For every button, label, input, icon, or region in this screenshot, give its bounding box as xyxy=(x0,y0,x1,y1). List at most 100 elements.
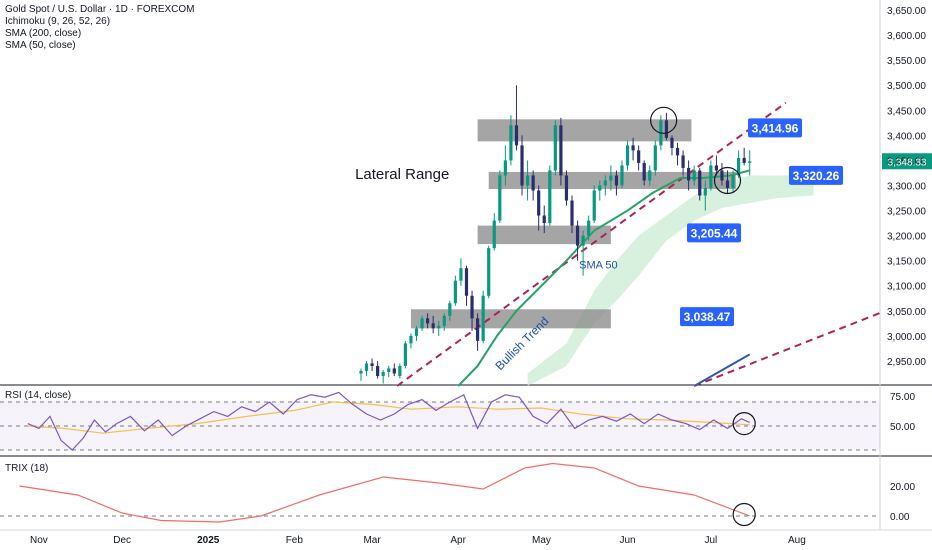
candle xyxy=(520,135,524,196)
price-label-box-1 xyxy=(748,118,802,138)
candle xyxy=(681,150,685,176)
candle xyxy=(426,313,430,329)
candle-body xyxy=(520,145,524,186)
candle-body xyxy=(414,328,419,336)
candle-body xyxy=(381,371,385,376)
y-tick-label: 3,300.00 xyxy=(887,181,926,192)
x-tick-label: Apr xyxy=(450,535,466,546)
candle-body xyxy=(492,220,496,249)
candle xyxy=(720,162,724,186)
candle-body xyxy=(614,175,619,186)
candle xyxy=(703,180,707,211)
candle-body xyxy=(709,165,713,188)
candle-body xyxy=(559,125,563,176)
price-label-4: 3,038.47 xyxy=(684,310,731,324)
candle xyxy=(564,170,569,206)
candle xyxy=(475,313,480,351)
candle-body xyxy=(664,120,669,138)
candle-body xyxy=(681,155,685,168)
candle xyxy=(392,363,396,376)
candle xyxy=(437,320,441,336)
candle-body xyxy=(437,325,441,329)
candle xyxy=(575,220,580,261)
highlight-circle-2 xyxy=(713,166,742,195)
candle-body xyxy=(420,318,424,329)
candle xyxy=(381,369,385,384)
candle xyxy=(631,137,635,161)
candle-body xyxy=(364,363,369,371)
candle-body xyxy=(403,343,408,366)
candle xyxy=(653,140,657,176)
trix-panel-label: TRIX (18) xyxy=(5,463,49,474)
candle xyxy=(409,333,413,349)
annotation-sma50: SMA 50 xyxy=(579,260,618,272)
y-tick-label: 3,650.00 xyxy=(887,6,926,17)
candle xyxy=(398,363,402,379)
candle-body xyxy=(370,363,374,366)
candle-body xyxy=(426,318,430,324)
candle xyxy=(537,185,541,231)
legend-ichimoku: Ichimoku (9, 26, 52, 26) xyxy=(5,16,111,27)
candle-body xyxy=(598,185,602,191)
rsi-ma-line xyxy=(27,401,750,434)
rsi-panel-label: RSI (14, close) xyxy=(5,390,72,401)
rsi-y-tick-label: 75.00 xyxy=(890,392,915,403)
candle xyxy=(742,147,746,166)
candle-body xyxy=(359,370,363,374)
trend-line-1 xyxy=(396,101,787,387)
x-tick-label: Mar xyxy=(363,535,381,546)
trix-pane xyxy=(0,462,880,527)
candle-body xyxy=(537,190,541,216)
candle-body xyxy=(503,160,507,176)
candle-body xyxy=(453,280,457,304)
price-label-box-2 xyxy=(789,165,843,185)
candle xyxy=(448,300,452,321)
trix-highlight-circle xyxy=(732,502,756,527)
candle xyxy=(498,170,502,224)
candle-body xyxy=(687,167,691,181)
candle xyxy=(514,85,519,151)
candle-body xyxy=(692,170,696,181)
candle xyxy=(487,245,491,299)
candle-body xyxy=(487,248,491,296)
candle xyxy=(492,213,496,251)
candle-body xyxy=(653,145,657,171)
candle xyxy=(625,140,630,171)
ichimoku-cloud xyxy=(527,175,814,386)
candle xyxy=(370,358,374,371)
candle xyxy=(670,135,674,156)
candle-body xyxy=(548,170,552,224)
x-tick-label: 2025 xyxy=(197,535,220,546)
candle xyxy=(453,275,457,306)
candle xyxy=(642,160,646,186)
candle xyxy=(548,165,552,226)
candle xyxy=(692,165,696,186)
candle xyxy=(431,315,435,334)
rsi-highlight-circle xyxy=(732,412,756,436)
candle-body xyxy=(737,157,741,176)
candle xyxy=(675,142,680,166)
candle xyxy=(464,265,469,306)
y-tick-label: 3,100.00 xyxy=(887,282,926,293)
candle xyxy=(725,170,730,193)
candle xyxy=(637,145,641,171)
candle-body xyxy=(464,268,469,296)
candle-body xyxy=(648,170,652,181)
candle-body xyxy=(725,180,730,188)
candle-body xyxy=(442,315,446,326)
candle xyxy=(553,120,557,176)
y-tick-label: 3,200.00 xyxy=(887,232,926,243)
candle xyxy=(614,170,619,196)
candle-body xyxy=(570,200,574,226)
candle xyxy=(414,325,419,341)
candle-body xyxy=(387,368,391,372)
candle-body xyxy=(720,170,724,181)
candle xyxy=(470,290,474,331)
candle xyxy=(731,170,735,193)
candle xyxy=(592,185,596,224)
candle-body xyxy=(675,147,680,156)
candle-body xyxy=(481,295,485,341)
candle xyxy=(364,360,369,376)
x-tick-label: Feb xyxy=(286,535,304,546)
candle-body xyxy=(459,268,463,281)
